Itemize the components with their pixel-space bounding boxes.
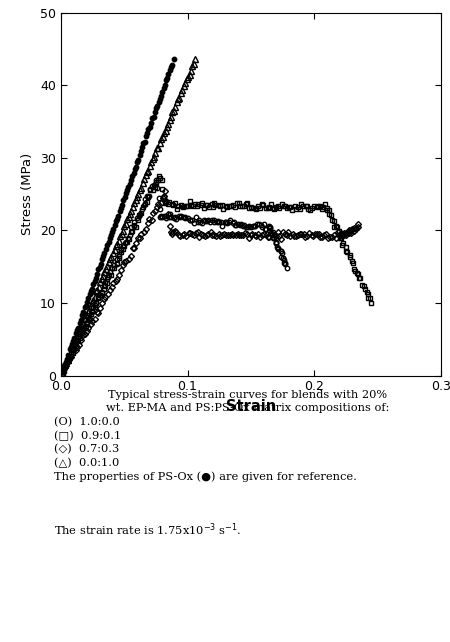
Text: (□)  0.9:0.1: (□) 0.9:0.1 (54, 431, 121, 441)
Y-axis label: Stress (MPa): Stress (MPa) (21, 153, 34, 236)
Text: (O)  1.0:0.0: (O) 1.0:0.0 (54, 417, 120, 428)
X-axis label: Strain: Strain (226, 399, 276, 414)
Text: (◇)  0.7:0.3: (◇) 0.7:0.3 (54, 444, 119, 455)
Text: (△)  0.0:1.0: (△) 0.0:1.0 (54, 458, 119, 468)
Text: The properties of PS-Ox (●) are given for reference.: The properties of PS-Ox (●) are given fo… (54, 471, 357, 482)
Text: Typical stress-strain curves for blends with 20%: Typical stress-strain curves for blends … (108, 390, 387, 401)
Text: wt. EP-MA and PS:PS-Ox matrix compositions of:: wt. EP-MA and PS:PS-Ox matrix compositio… (106, 403, 389, 413)
Text: The strain rate is 1.75x10$^{-3}$ s$^{-1}$.: The strain rate is 1.75x10$^{-3}$ s$^{-1… (54, 521, 241, 538)
